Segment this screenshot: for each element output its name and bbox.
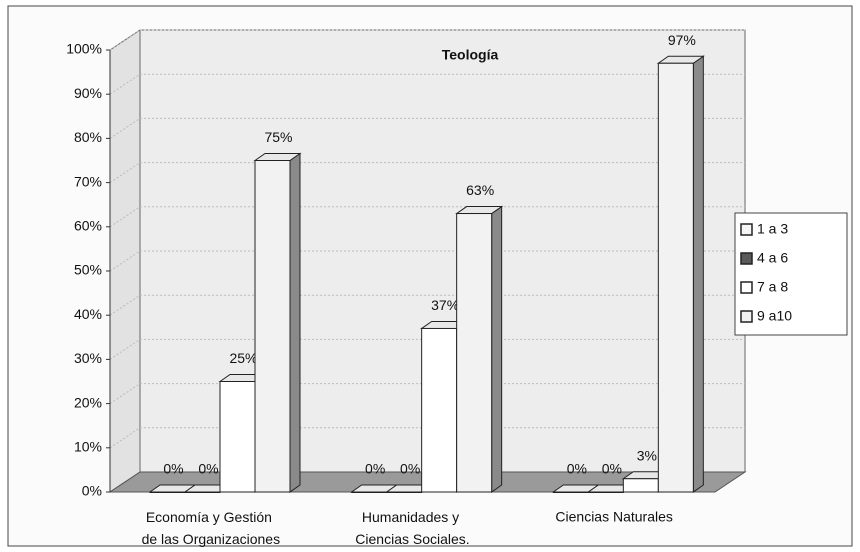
y-tick-label: 100% (66, 41, 102, 57)
data-label: 0% (198, 461, 218, 477)
grid-line (109, 294, 745, 316)
y-tick-label: 90% (74, 85, 102, 101)
side-wall (109, 29, 141, 493)
data-label: 0% (567, 461, 587, 477)
legend-label: 1 a 3 (757, 221, 788, 237)
y-tick-label: 10% (74, 439, 102, 455)
bar (587, 491, 624, 493)
grid-line (109, 73, 745, 95)
data-label: 0% (400, 461, 420, 477)
bar (149, 491, 186, 493)
legend-swatch (740, 281, 753, 294)
y-tick-label: 60% (74, 218, 102, 234)
data-label: 0% (163, 461, 183, 477)
bar (552, 491, 589, 493)
bar (254, 160, 291, 493)
bar-side (491, 205, 503, 493)
bar (456, 213, 493, 493)
grid-line (109, 206, 745, 228)
bar (386, 491, 423, 493)
bar (421, 327, 458, 493)
grid-line (109, 338, 745, 360)
y-tick-label: 40% (74, 306, 102, 322)
y-tick-label: 70% (74, 173, 102, 189)
data-label: 63% (466, 182, 494, 198)
bar (351, 491, 388, 493)
data-label: 0% (365, 461, 385, 477)
data-label: 0% (602, 461, 622, 477)
legend-label: 9 a10 (757, 308, 792, 324)
data-label: 75% (264, 129, 292, 145)
data-label: 97% (668, 32, 696, 48)
bar (184, 491, 221, 493)
grid-line (109, 117, 745, 139)
x-tick-label: Ciencias Naturales (555, 509, 673, 525)
data-label: 3% (637, 447, 657, 463)
y-tick-label: 50% (74, 262, 102, 278)
grid-line (109, 383, 745, 405)
legend-swatch (740, 223, 753, 236)
data-label: 25% (229, 350, 257, 366)
data-label: 37% (431, 297, 459, 313)
grid-line (109, 29, 745, 51)
bar-side (289, 152, 301, 493)
y-tick-label: 0% (82, 483, 102, 499)
y-tick-label: 30% (74, 350, 102, 366)
y-tick-label: 20% (74, 394, 102, 410)
bar (657, 62, 694, 493)
x-tick-label: Economía y Gestión de las Organizaciones (142, 509, 281, 547)
legend-label: 7 a 8 (757, 279, 788, 295)
legend-label: 4 a 6 (757, 250, 788, 266)
legend-swatch (740, 310, 753, 323)
y-tick-label: 80% (74, 129, 102, 145)
grid-line (109, 427, 745, 449)
chart-title: Teología (442, 47, 499, 63)
grid-line (109, 250, 745, 272)
bar (219, 381, 256, 493)
legend (734, 212, 848, 336)
bar-side (692, 55, 704, 493)
grid-line (109, 162, 745, 184)
legend-swatch (740, 252, 753, 265)
bar (622, 478, 659, 493)
x-tick-label: Humanidades y Ciencias Sociales. (355, 509, 469, 547)
